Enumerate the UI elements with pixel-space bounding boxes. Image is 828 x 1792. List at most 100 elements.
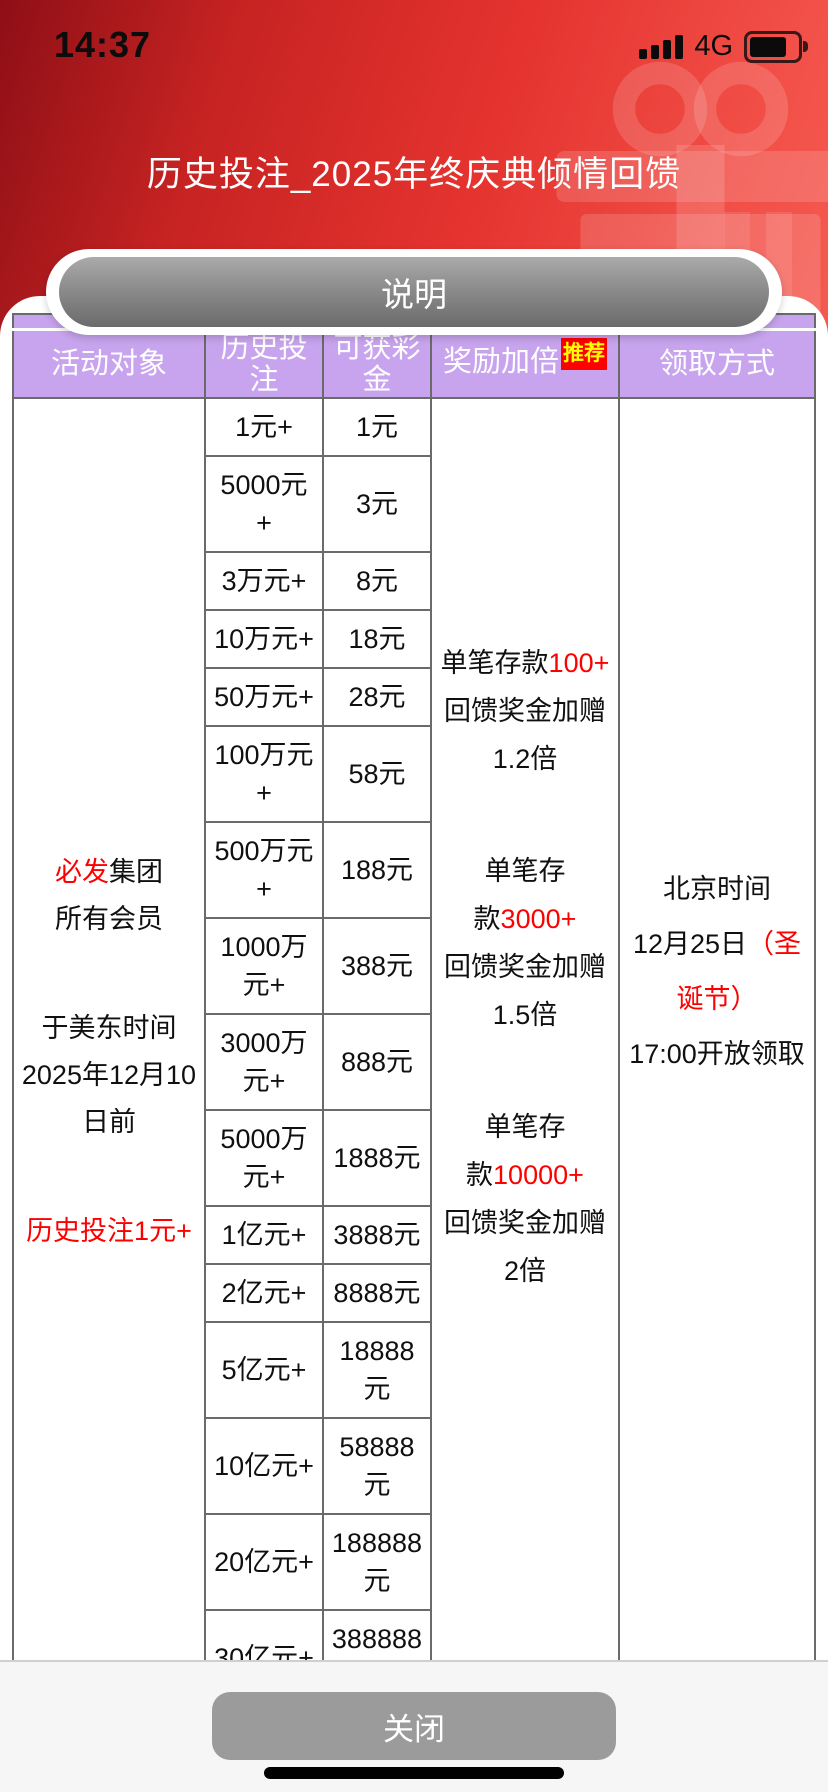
text-line: 历史投注1元+ [26, 1208, 192, 1255]
bet-amount-cell: 3000万元+ [203, 1012, 324, 1111]
bonus-line: 18888 [339, 1335, 415, 1366]
header-row: 活动对象 历史投注 可获彩金 奖励加倍 推荐 领取方式 [11, 328, 817, 399]
text-line: 必发集团 [55, 849, 163, 896]
text-line: 北京时间 [663, 862, 771, 917]
bonus-line: 8888元 [333, 1277, 421, 1308]
bonus-line: 28元 [348, 681, 406, 712]
close-button[interactable]: 关闭 [212, 1692, 616, 1760]
bonus-line: 388888 [331, 1623, 423, 1654]
bonus-line: 58元 [348, 758, 406, 789]
text-segment: 1.5倍 [492, 999, 558, 1030]
bet-row: 1亿元+ 3888元 [13, 1204, 815, 1265]
text-segment: 回馈奖金加赠 [443, 1207, 606, 1238]
bet-amount-cell: 100万元 + [203, 724, 324, 823]
text-segment: 单笔存 [484, 855, 566, 886]
col-header-bonus: 可获彩金 [321, 328, 432, 399]
text-segment: 17:00开放领取 [629, 1038, 805, 1069]
text-segment: 款 [473, 903, 501, 934]
text-segment: 款 [466, 1159, 494, 1190]
text-line: 款3000+ [444, 895, 606, 943]
text-segment: 集团 [108, 856, 163, 887]
reward-content: 单笔存款100+ 回馈奖金加赠 1.2倍 单笔存 款3000+ 回馈奖金加赠 1.5倍 单笔存… [434, 639, 616, 1465]
bet-amount-cell: 5000元 + [203, 454, 324, 553]
text-segment: 回馈奖金加赠 [443, 695, 606, 726]
bet-line: 2亿元+ [221, 1277, 307, 1308]
text-line: 回馈奖金加赠 [444, 943, 606, 991]
bet-line: 元+ [242, 1065, 286, 1096]
bonus-amount-cell: 1888元 [321, 1108, 432, 1207]
activity-target-content: 必发集团 所有会员于美东时间 2025年12月10 日前历史投注1元+ [16, 849, 202, 1255]
bet-line: 100万元 [214, 739, 314, 770]
bet-row: 3000万 元+ 888元 [13, 1012, 815, 1111]
bonus-line: 元 [363, 1469, 391, 1500]
text-line: 诞节） [676, 972, 757, 1027]
col-header-claim: 领取方式 [617, 328, 817, 399]
text-line: 2倍 [444, 1247, 606, 1295]
bonus-amount-cell: 188元 [321, 820, 432, 919]
bonus-line: 1元 [355, 411, 398, 442]
bonus-line: 188888 [331, 1527, 423, 1558]
bonus-amount-cell: 8元 [321, 550, 432, 611]
battery-nub [803, 40, 808, 52]
activity-paragraph: 必发集团 所有会员 [55, 849, 163, 943]
text-segment: （圣 [747, 928, 802, 959]
bet-row: 10亿元+ 58888 元 [13, 1416, 815, 1515]
bet-line: 1000万 [220, 931, 308, 962]
text-line: 17:00开放领取 [629, 1027, 805, 1082]
bet-line: 5亿元+ [221, 1354, 307, 1385]
bet-amount-cell: 5000万 元+ [203, 1108, 324, 1207]
text-line: 回馈奖金加赠 [441, 687, 610, 735]
bet-line: 10万元+ [214, 623, 314, 654]
bet-line: + [256, 507, 272, 538]
text-segment: 3000+ [500, 903, 577, 934]
home-indicator[interactable] [264, 1767, 564, 1779]
bonus-line: 1888元 [333, 1142, 421, 1173]
bet-line: 5000元 [220, 469, 308, 500]
bonus-amount-cell: 388888 元 [321, 1608, 432, 1661]
activity-target-cell: 必发集团 所有会员于美东时间 2025年12月10 日前历史投注1元+ [11, 396, 206, 1660]
col-header-reward: 奖励加倍 推荐 [429, 328, 620, 399]
text-line: 1.2倍 [441, 735, 610, 783]
bet-amount-cell: 10万元+ [203, 608, 324, 669]
bet-amount-cell: 1000万 元+ [203, 916, 324, 1015]
status-icons: 4G [639, 30, 808, 63]
bonus-amount-cell: 3888元 [321, 1204, 432, 1265]
bet-line: + [256, 873, 272, 904]
bonus-amount-cell: 388元 [321, 916, 432, 1015]
text-segment: 诞节） [676, 983, 758, 1014]
bonus-line: 3888元 [333, 1219, 421, 1250]
bonus-line: 18元 [348, 623, 406, 654]
recommend-badge: 推荐 [560, 338, 607, 370]
activity-paragraph: 于美东时间 2025年12月10 日前 [22, 1005, 196, 1146]
reward-block: 单笔存 款10000+ 回馈奖金加赠 2倍 [444, 1103, 606, 1295]
text-segment: 10000+ [493, 1159, 584, 1190]
bonus-line: 188元 [340, 854, 413, 885]
bet-row: 3万元+ 8元 [13, 550, 815, 611]
explain-button[interactable]: 说明 [46, 249, 782, 335]
bet-line: 元+ [242, 1161, 286, 1192]
col-header-bet: 历史投注 [203, 328, 324, 399]
bet-row: 2亿元+ 8888元 [13, 1262, 815, 1323]
col-header-label: 奖励加倍 [442, 346, 559, 378]
bet-row: 必发集团 所有会员 于美东时间 2025年12月10 日前 历史投注1元+ 1元+ 1元 单笔存… [11, 396, 817, 1660]
promo-table: 活动对象 历史投注 可获彩金 奖励加倍 推荐 领取方式 必发集团 所有会员于美东时间… [11, 313, 817, 1661]
bonus-amount-cell: 28元 [321, 666, 432, 727]
bet-amount-cell: 1亿元+ [203, 1204, 324, 1265]
bet-line: 3万元+ [221, 565, 307, 596]
explain-button-label: 说明 [381, 276, 447, 313]
activity-paragraph: 历史投注1元+ [26, 1208, 192, 1255]
explain-button-face: 说明 [59, 257, 769, 327]
bonus-line: 元 [326, 1658, 428, 1661]
bet-row: 5000万 元+ 1888元 [13, 1108, 815, 1207]
bet-line: 50万元+ [214, 681, 314, 712]
text-line: 日前 [22, 1099, 196, 1146]
bet-line: 1亿元+ [221, 1219, 307, 1250]
text-line: 单笔存 [444, 847, 606, 895]
bet-row: 5亿元+ 18888 元 [13, 1320, 815, 1419]
promo-table-body: 必发集团 所有会员 于美东时间 2025年12月10 日前 历史投注1元+ 1元+ 1元 单笔存… [11, 396, 817, 1661]
col-header-line: 历史投 [220, 331, 308, 364]
bet-row: 5000元 +3元 [13, 454, 815, 553]
bonus-line: 元 [363, 1565, 391, 1596]
bet-line: 3000万 [220, 1027, 308, 1058]
text-segment: 北京时间 [662, 873, 771, 904]
